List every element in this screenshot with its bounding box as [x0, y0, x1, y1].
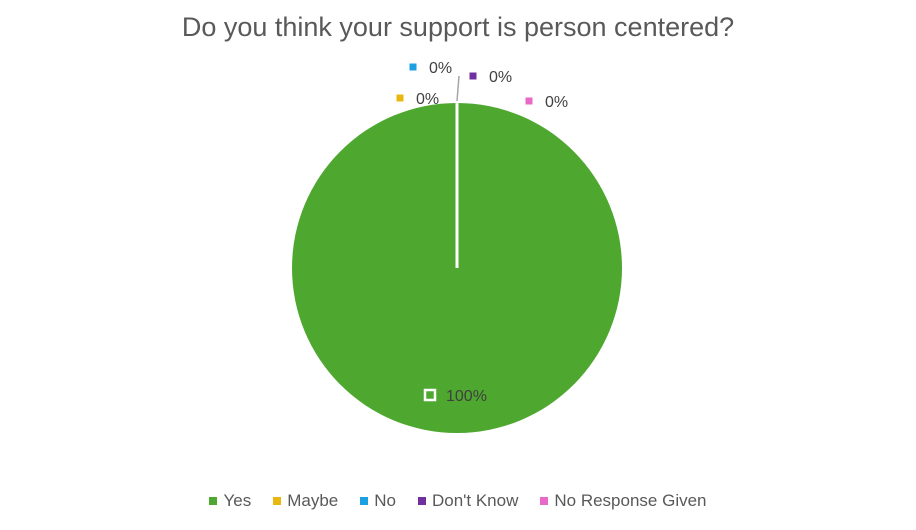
legend-item-no-response-given[interactable]: No Response Given [540, 491, 707, 511]
legend-label-maybe: Maybe [287, 491, 339, 510]
legend-swatch-no-response-given [540, 497, 549, 505]
data-label-marker-yes [423, 388, 437, 402]
legend-item-dont-know[interactable]: Don't Know [417, 491, 519, 511]
data-label-dont-know: 0% [489, 69, 512, 86]
data-label-leader-line [456, 75, 460, 102]
legend-label-yes: Yes [223, 491, 252, 510]
pie-chart: 100% 0% 0% 0% 0% [292, 60, 622, 433]
data-label-marker-maybe [396, 94, 404, 102]
data-label-no: 0% [429, 60, 452, 77]
legend-label-dont-know: Don't Know [431, 491, 519, 510]
legend-swatch-yes [209, 497, 218, 505]
legend-item-no[interactable]: No [360, 491, 396, 511]
legend-label-no: No [374, 491, 396, 510]
data-label-maybe: 0% [416, 91, 439, 108]
chart-legend: Yes Maybe No Don't Know No Response Give… [0, 491, 916, 511]
data-label-marker-no [409, 63, 417, 71]
legend-swatch-no [360, 497, 369, 505]
data-label-yes: 100% [446, 388, 487, 405]
data-label-marker-dont-know [469, 72, 477, 80]
chart-title: Do you think your support is person cent… [181, 12, 735, 42]
legend-swatch-dont-know [417, 497, 426, 505]
legend-item-yes[interactable]: Yes [209, 491, 251, 511]
legend-swatch-maybe [273, 497, 282, 505]
data-label-no-response-given: 0% [545, 94, 568, 111]
legend-label-no-response-given: No Response Given [554, 491, 707, 510]
legend-item-maybe[interactable]: Maybe [273, 491, 338, 511]
data-label-marker-no-response-given [525, 97, 533, 105]
